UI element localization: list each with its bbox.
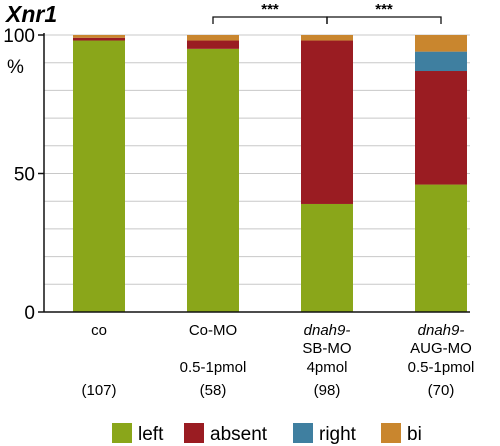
legend-label-bi: bi — [407, 424, 422, 445]
category-label: co — [91, 322, 107, 339]
category-label: dnah9- — [418, 322, 465, 339]
legend-label-right: right — [319, 424, 357, 445]
legend-label-left: left — [138, 424, 164, 445]
y-tick-label: 100 — [3, 26, 35, 47]
bar-segment-right — [415, 51, 467, 72]
category-label: 0.5-1pmol — [408, 359, 475, 376]
category-label: 4pmol — [307, 359, 348, 376]
axes — [38, 33, 470, 313]
significance-bracket — [212, 16, 328, 24]
y-tick-label: 0 — [24, 303, 35, 324]
sample-size-label: (58) — [200, 382, 227, 399]
category-label: 0.5-1pmol — [180, 359, 247, 376]
significance-bracket — [326, 16, 442, 24]
bar-segment-bi — [301, 35, 353, 41]
legend-swatch-bi — [381, 423, 401, 443]
legend-swatch-left — [112, 423, 132, 443]
bar-segment-bi — [73, 35, 125, 38]
chart-title: Xnr1 — [4, 1, 57, 27]
sample-size-label: (107) — [81, 382, 116, 399]
y-tick-label: 50 — [14, 165, 35, 186]
category-label: AUG-MO — [410, 340, 472, 357]
bar-segment-left — [187, 48, 239, 312]
legend-swatch-right — [293, 423, 313, 443]
sample-size-label: (70) — [428, 382, 455, 399]
category-label: Co-MO — [189, 322, 237, 339]
bar-segment-absent — [73, 37, 125, 41]
legend-label-absent: absent — [210, 424, 268, 445]
legend-swatch-absent — [184, 423, 204, 443]
sample-size-label: (98) — [314, 382, 341, 399]
bar-segment-absent — [415, 71, 467, 185]
bar-segment-left — [73, 40, 125, 312]
bars — [73, 35, 467, 312]
bar-segment-bi — [415, 35, 467, 52]
bar-segment-left — [415, 184, 467, 312]
category-label: dnah9- — [304, 322, 351, 339]
bar-segment-bi — [187, 35, 239, 41]
y-tick-labels: 0 50 100 — [3, 26, 35, 324]
bar-segment-absent — [187, 40, 239, 49]
significance-brackets: *** *** — [212, 1, 442, 24]
significance-label: *** — [261, 1, 279, 18]
category-label: SB-MO — [302, 340, 351, 357]
bar-segment-left — [301, 203, 353, 312]
significance-label: *** — [375, 1, 393, 18]
category-labels: co(107)Co-MO0.5-1pmol(58)dnah9-SB-MO4pmo… — [81, 322, 474, 399]
bar-segment-absent — [301, 40, 353, 204]
y-axis-unit: % — [7, 57, 24, 78]
legend: left absent right bi — [112, 423, 422, 445]
